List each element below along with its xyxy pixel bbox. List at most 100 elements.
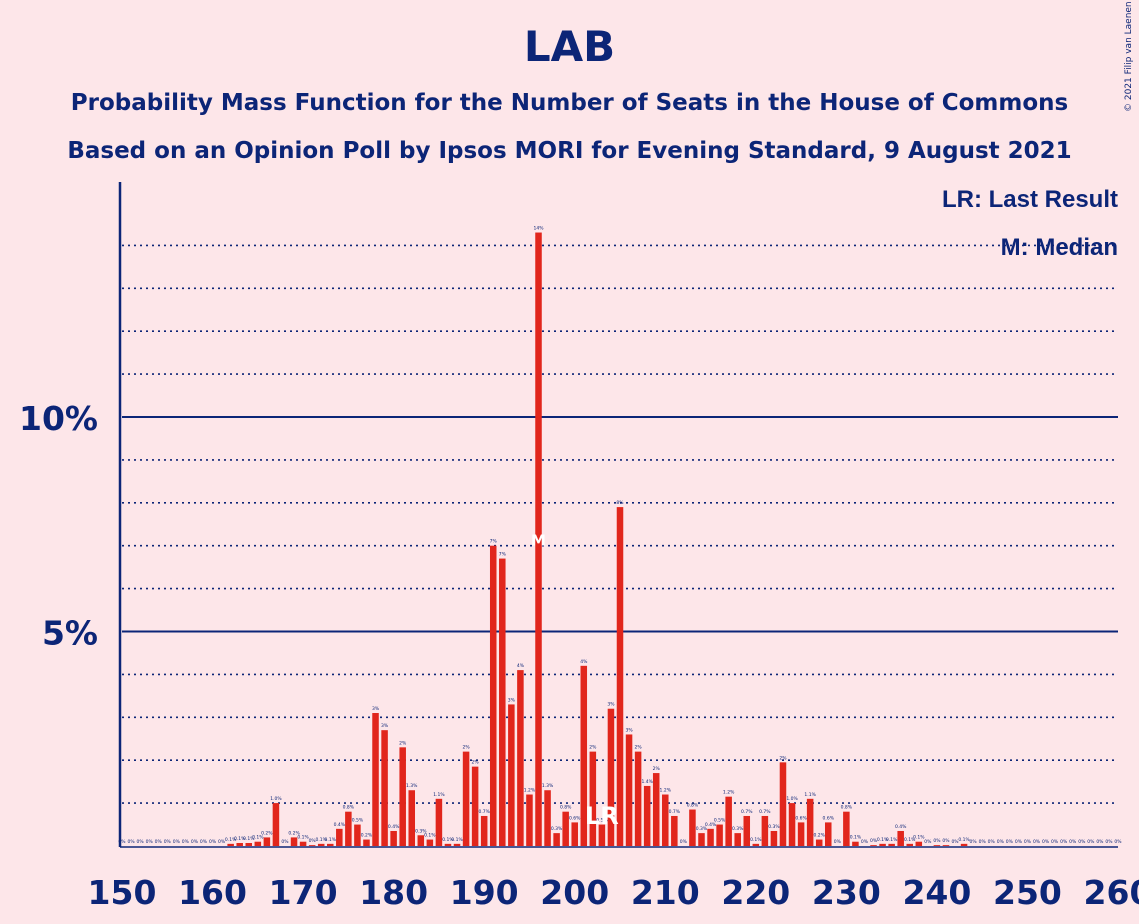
bar-value-label: 0.2% [261,830,273,836]
bar-value-label: 2% [589,745,597,751]
bar-value-label: 0% [1078,839,1086,845]
bar [236,842,243,846]
bar [408,790,416,846]
bar-value-label: 3% [372,706,380,712]
bar-value-labels: 0% 0% 0% 0% 0% 0% 0% 0% 0% 0% 0% 0% 0.1%0.1%0.1%0.1%… [118,226,1122,845]
bar-value-label: 0.6% [569,815,581,821]
bar [263,837,271,846]
bar-value-label: 0.1% [325,837,337,843]
bar [942,845,950,846]
bar-value-label: 0.1% [913,835,925,841]
x-tick-label: 190 [450,873,519,912]
x-tick-label: 170 [269,873,338,912]
bar-value-label: 0.5% [596,818,608,824]
bar-value-label: 0.8% [560,805,572,811]
bar-value-label: 1.4% [641,779,653,785]
bar [299,841,307,846]
x-tick-label: 160 [178,873,247,912]
bar-value-label: 0% [1060,839,1068,845]
bar [526,794,533,846]
bar-value-label: 0.1% [958,837,970,843]
bar-value-label: 0% [1114,839,1122,845]
bar [480,815,488,846]
bar-value-label: 1.1% [804,792,816,798]
bar-value-label: 0.1% [850,835,862,841]
bar-value-label: 0% [118,839,126,845]
bar [272,803,280,846]
bar [254,841,262,846]
bar [634,751,642,846]
bar [345,811,352,846]
bar-value-label: 0.7% [741,809,753,815]
bar-value-label: 0.7% [669,809,681,815]
bar-value-label: 0% [164,839,172,845]
bar [725,796,732,846]
bar [870,845,877,846]
bar-value-label: 0.5% [352,818,364,824]
bar-value-label: 0% [146,839,154,845]
bar-value-label: 7% [499,552,507,558]
bar [435,798,443,846]
bar-value-label: 0.5% [714,818,726,824]
bar-value-label: 0.1% [442,837,454,843]
bar [399,747,406,846]
bar-value-label: 0% [1006,839,1014,845]
bar-value-label: 0.1% [904,837,916,843]
bar [598,824,606,846]
bar-value-label: 0.1% [252,835,264,841]
bar-value-label: 8% [616,500,624,506]
bar [462,751,470,846]
x-tick-label: 150 [88,873,157,912]
bar-value-label: 1.2% [660,788,672,794]
bar-value-label: 1.2% [723,790,735,796]
bar-value-label: 0% [127,839,135,845]
bar-value-label: 0.1% [451,837,463,843]
bar-value-label: 0% [1015,839,1023,845]
bar-value-label: 0.1% [297,835,309,841]
bar [390,830,397,846]
bar-value-label: 0% [924,839,932,845]
bar [879,843,886,846]
x-tick-label: 240 [902,873,971,912]
bar-value-label: 7% [490,539,498,545]
bar-value-label: 0.4% [388,824,400,830]
bar-value-label: 0.3% [551,826,563,832]
bar-value-label: 0% [988,839,996,845]
bar-value-label: 0% [1051,839,1059,845]
bar [381,730,388,846]
last-result-marker: LR [585,802,619,830]
bar [562,811,569,846]
chart-title: LAB [523,22,616,71]
bar [535,232,542,846]
bar-value-label: 0% [1087,839,1095,845]
bar [897,830,904,846]
bar-value-label: 0.1% [234,836,246,842]
bar [933,845,941,846]
bar [625,734,633,846]
x-tick-label: 180 [359,873,428,912]
legend-last-result: LR: Last Result [941,186,1118,213]
x-tick-label: 250 [993,873,1062,912]
bar-value-label: 2% [399,740,407,746]
bar-value-label: 0% [281,839,289,845]
bar-value-label: 0% [155,839,163,845]
bar-value-label: 0.1% [877,837,889,843]
bar-value-label: 0.4% [334,822,346,828]
bar-value-label: 2% [779,755,787,761]
bar-value-label: 0% [680,839,688,845]
bar [707,828,714,846]
bar-value-label: 4% [517,663,525,669]
bar-value-label: 0.1% [750,837,762,843]
bar [915,841,923,846]
y-tick-label: 10% [19,399,98,438]
bar-value-label: 0% [834,839,842,845]
bar-value-label: 0% [979,839,987,845]
x-tick-label: 260 [1084,873,1139,912]
bar [806,798,814,846]
bar-value-label: 0.6% [823,815,835,821]
bar [752,843,760,846]
bar-value-label: 0% [200,839,208,845]
bar-value-label: 2% [653,766,661,772]
bar [824,822,832,846]
bar [499,558,506,846]
